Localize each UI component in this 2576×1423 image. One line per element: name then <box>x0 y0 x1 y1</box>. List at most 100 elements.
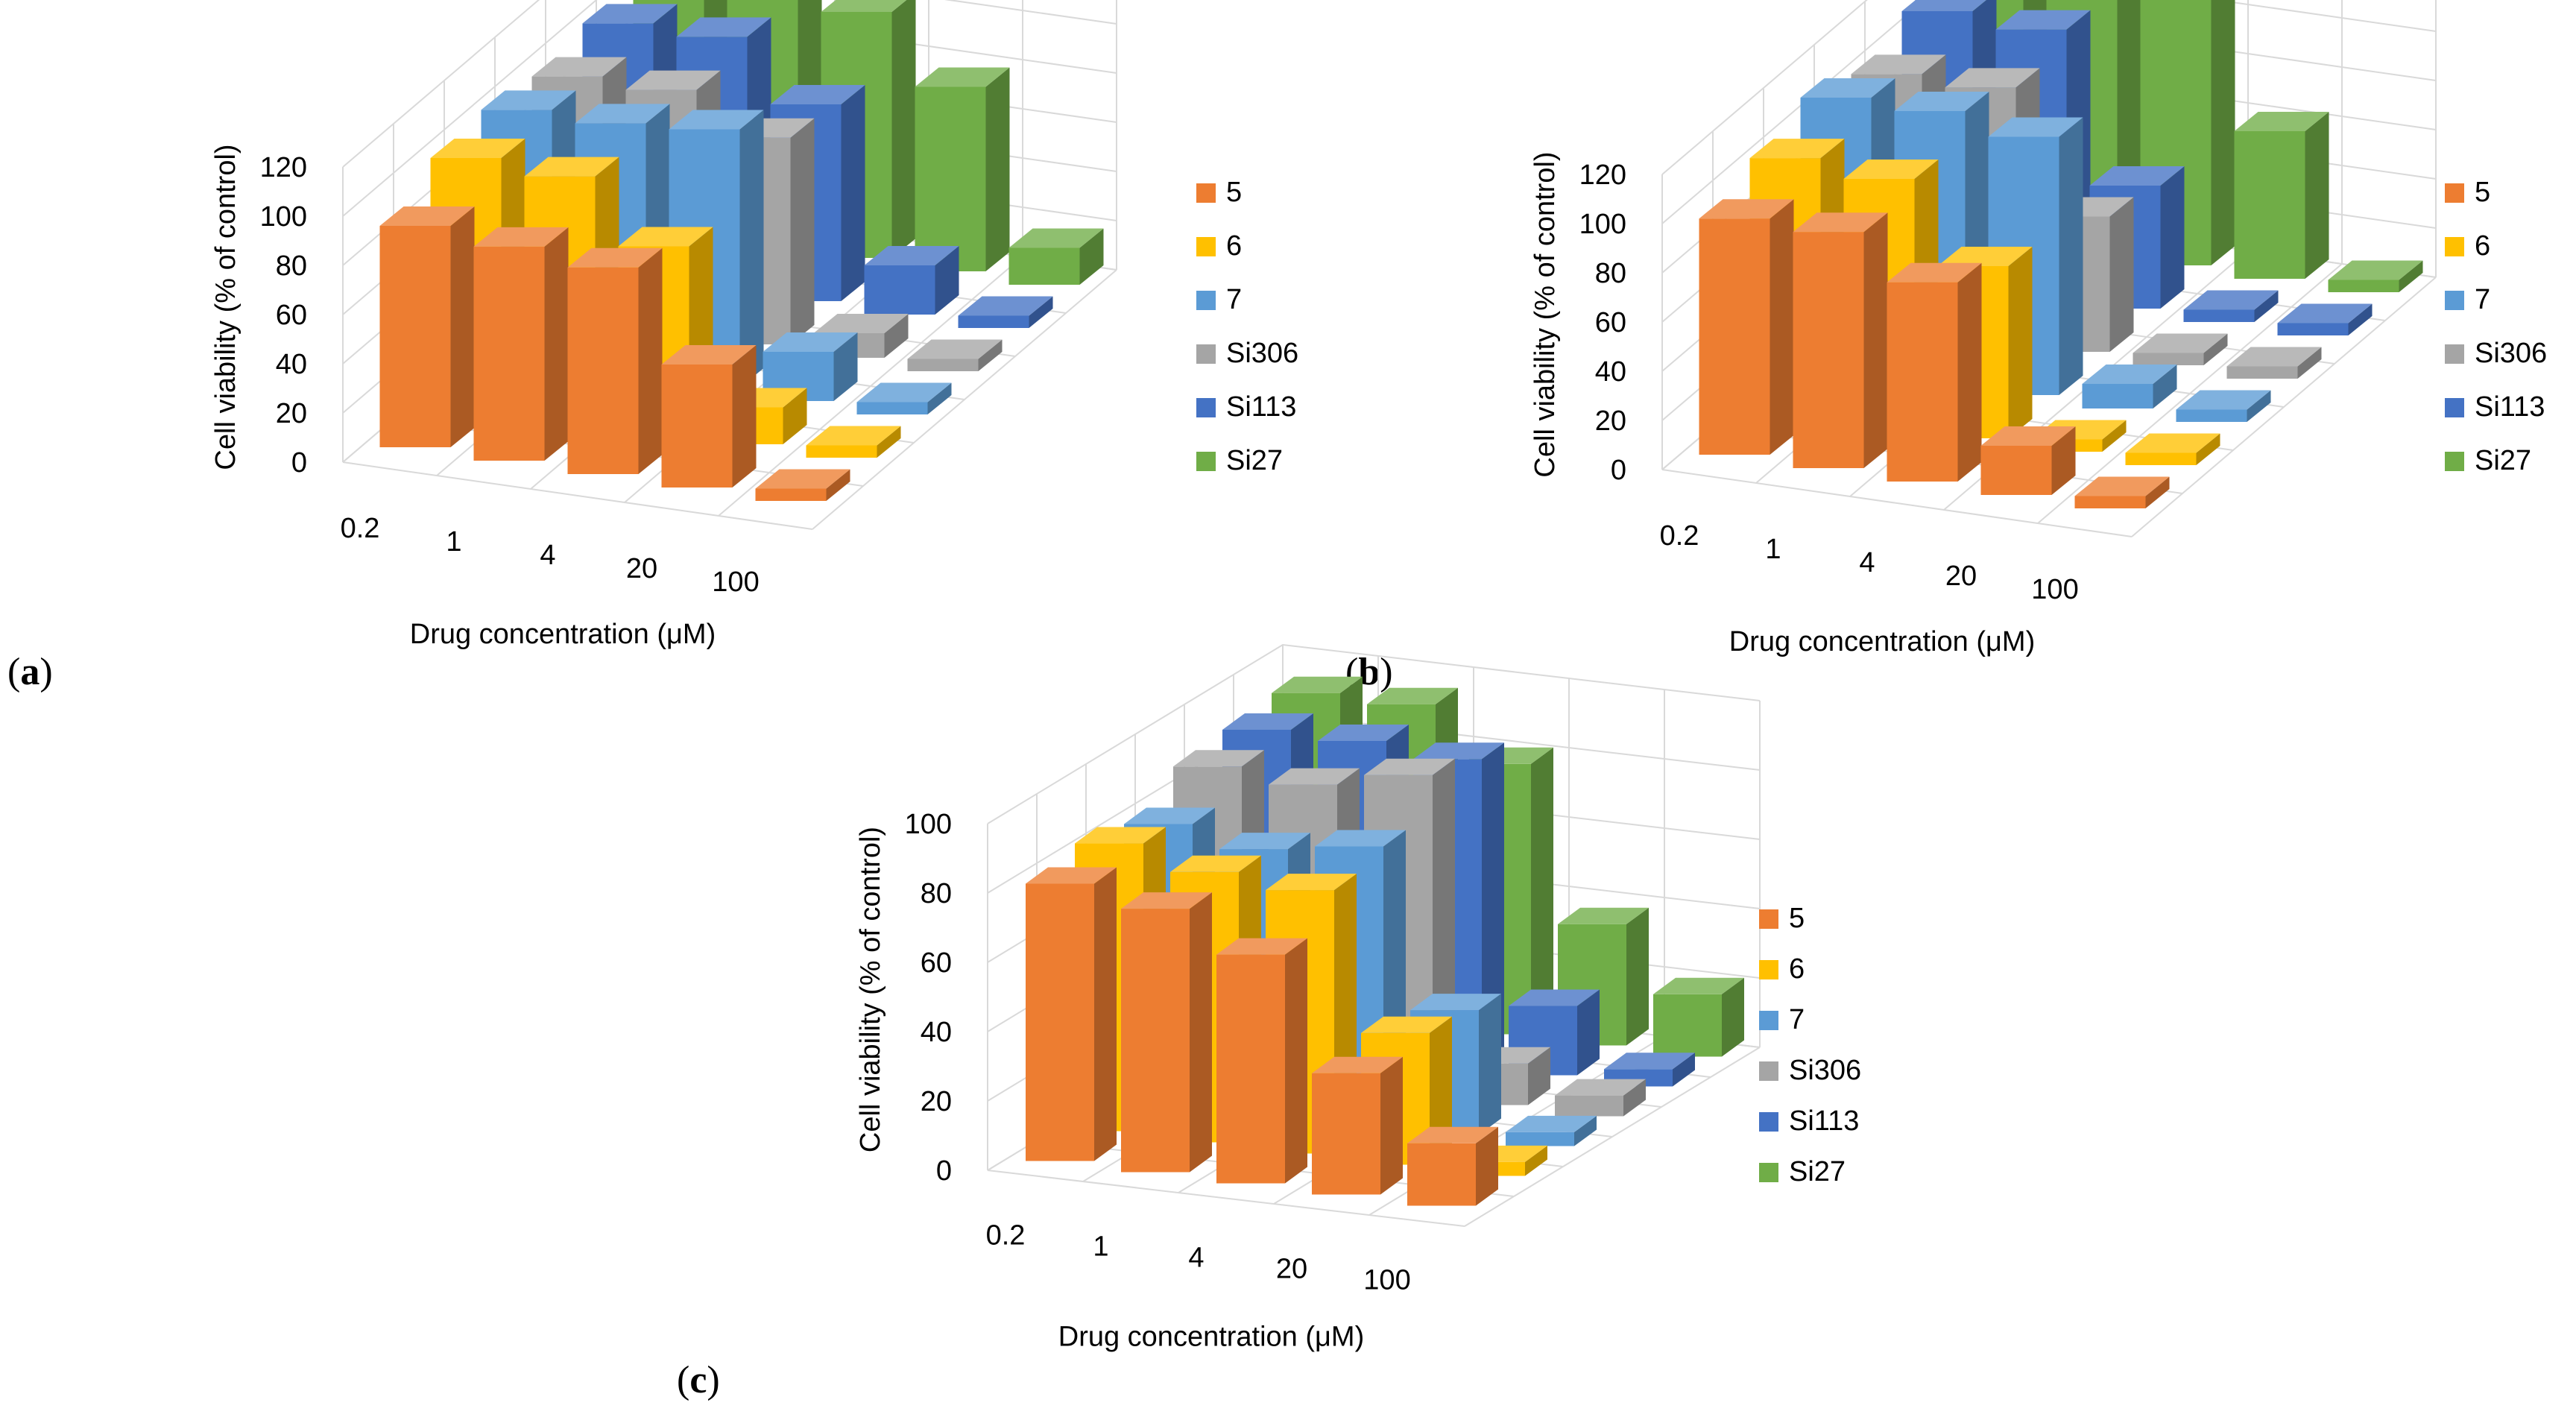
bar-side <box>1957 262 1982 482</box>
y-tick-label: 20 <box>276 398 307 429</box>
x-tick-labels: 0.2 1 4 20 100 <box>1660 520 2079 605</box>
bar-top <box>2226 347 2322 367</box>
bar-top <box>1312 1056 1403 1073</box>
legend-item: 7 <box>1759 1004 1805 1035</box>
bar-top <box>813 314 909 333</box>
bar-top <box>2183 290 2279 310</box>
legend-label: 6 <box>2475 230 2490 262</box>
bar-top <box>625 70 721 90</box>
legend-swatch <box>1759 1011 1778 1030</box>
x-tick-label: 4 <box>1859 547 1875 578</box>
bar-side <box>2247 390 2271 422</box>
bar-top <box>2074 476 2170 496</box>
bar <box>915 67 1010 271</box>
y-tick-labels: 0 20 40 60 80 100 120 <box>260 152 307 479</box>
bar <box>907 339 1003 371</box>
bar-front <box>856 402 928 414</box>
legend-item: 5 <box>1759 903 1805 934</box>
bar-side <box>884 314 909 358</box>
bar-top <box>2234 112 2329 131</box>
bar <box>1555 1079 1646 1117</box>
y-axis-title: Cell viability (% of control) <box>1530 151 1561 477</box>
x-tick-label: 0.2 <box>1660 520 1699 552</box>
bar-front <box>1216 954 1285 1184</box>
bar-top <box>1800 78 1895 98</box>
bar-top <box>669 110 764 130</box>
y-tick-label: 80 <box>1595 258 1626 289</box>
legend-item: Si306 <box>1196 338 1298 369</box>
bar-side <box>826 469 850 501</box>
bar <box>661 345 757 488</box>
bar <box>473 227 569 461</box>
bar-side <box>1190 892 1212 1173</box>
y-tick-label: 120 <box>260 152 307 183</box>
bar-front <box>1555 1095 1623 1117</box>
floor-gridline <box>987 1170 1465 1227</box>
y-axis-title: Cell viability (% of control) <box>210 144 242 470</box>
bar <box>1653 977 1744 1057</box>
bar-front <box>2226 366 2298 379</box>
bar-side <box>833 332 858 401</box>
bar <box>806 426 901 458</box>
floor-gridline <box>1661 469 2133 537</box>
bar-top <box>1407 1126 1498 1143</box>
bar <box>1407 1126 1498 1206</box>
x-tick-label: 20 <box>1945 561 1977 592</box>
bar-front <box>1026 883 1094 1161</box>
bar-front <box>1887 282 1958 482</box>
bar <box>1887 262 1982 482</box>
legend-label: Si27 <box>2475 445 2531 476</box>
bar-top <box>1604 1053 1695 1070</box>
legend-item: Si306 <box>1759 1055 1861 1086</box>
bar-top <box>1509 989 1600 1006</box>
bar-top <box>1170 855 1261 872</box>
bar-side <box>450 206 475 447</box>
y-tick-label: 100 <box>260 201 307 233</box>
bar-top <box>1367 687 1458 704</box>
legend-label: Si27 <box>1226 445 1283 476</box>
legend-item: 5 <box>2445 177 2490 208</box>
x-tick-label: 100 <box>712 567 759 598</box>
bar-front <box>1653 994 1722 1057</box>
bar-top <box>1124 807 1215 824</box>
bar <box>1699 199 1794 455</box>
bar-top <box>821 0 907 12</box>
x-tick-label: 100 <box>1363 1265 1410 1296</box>
bar-top <box>1219 833 1310 850</box>
x-tick-label: 4 <box>540 540 555 571</box>
bar-side <box>1285 938 1307 1184</box>
bar-side <box>2153 365 2177 408</box>
bar-front <box>2183 309 2255 322</box>
bar-top <box>2089 166 2185 186</box>
legend-label: Si306 <box>1789 1055 1861 1086</box>
bar-top <box>1413 742 1504 760</box>
legend-label: 5 <box>1789 903 1805 934</box>
bars <box>1026 676 1744 1206</box>
bar-top <box>2082 365 2177 384</box>
bar <box>2125 433 2220 465</box>
bar-front <box>864 265 935 315</box>
bar-top <box>676 17 771 37</box>
y-tick-labels: 0 20 40 60 80 100 120 <box>1579 160 1626 486</box>
bar-top <box>1843 160 1939 179</box>
bar-front <box>2277 323 2349 335</box>
legend-label: 6 <box>1226 230 1242 262</box>
x-tick-label: 0.2 <box>341 513 380 544</box>
bar-front <box>958 315 1029 328</box>
bar-top <box>430 139 525 158</box>
bar-top <box>1269 768 1360 785</box>
bar-side <box>2102 420 2127 452</box>
legend-swatch <box>1196 398 1216 417</box>
bar-top <box>1980 426 2076 446</box>
y-tick-label: 60 <box>1595 307 1626 338</box>
legend-label: Si113 <box>2475 391 2545 423</box>
bar-top <box>1364 758 1455 775</box>
x-axis-title: Drug concentration (μM) <box>1729 626 2036 657</box>
bar-side <box>2059 117 2083 395</box>
legend-item: 6 <box>1759 953 1805 985</box>
bar-top <box>379 206 475 226</box>
legend-label: 6 <box>1789 953 1805 985</box>
legend-swatch <box>2445 398 2464 417</box>
bar-top <box>907 339 1003 359</box>
